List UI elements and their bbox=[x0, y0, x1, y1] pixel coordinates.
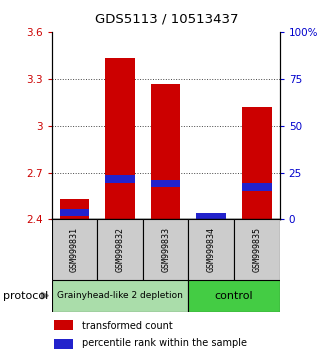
Text: percentile rank within the sample: percentile rank within the sample bbox=[82, 338, 247, 348]
Bar bbox=[151, 179, 180, 187]
Bar bbox=[242, 107, 272, 219]
Text: protocol: protocol bbox=[3, 291, 49, 301]
Text: GSM999834: GSM999834 bbox=[207, 227, 216, 272]
Bar bbox=[196, 215, 226, 219]
Bar bbox=[105, 58, 135, 219]
Text: Grainyhead-like 2 depletion: Grainyhead-like 2 depletion bbox=[57, 291, 183, 300]
Bar bbox=[105, 175, 135, 183]
Bar bbox=[196, 213, 226, 219]
Bar bbox=[188, 219, 234, 280]
Bar bbox=[234, 219, 280, 280]
Text: GSM999832: GSM999832 bbox=[116, 227, 125, 272]
Bar bbox=[54, 339, 74, 349]
Text: GSM999833: GSM999833 bbox=[161, 227, 170, 272]
Bar bbox=[60, 199, 89, 219]
Text: GDS5113 / 10513437: GDS5113 / 10513437 bbox=[95, 12, 238, 25]
Text: control: control bbox=[215, 291, 253, 301]
Bar bbox=[60, 209, 89, 216]
Text: GSM999831: GSM999831 bbox=[70, 227, 79, 272]
Bar bbox=[242, 183, 272, 190]
Bar bbox=[52, 280, 188, 312]
Bar bbox=[52, 219, 97, 280]
Bar bbox=[151, 84, 180, 219]
Bar bbox=[54, 320, 74, 330]
Text: GSM999835: GSM999835 bbox=[252, 227, 261, 272]
Bar bbox=[143, 219, 188, 280]
Bar bbox=[97, 219, 143, 280]
Bar bbox=[188, 280, 280, 312]
Text: transformed count: transformed count bbox=[82, 321, 172, 331]
